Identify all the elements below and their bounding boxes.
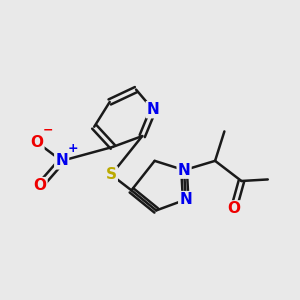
Text: S: S: [106, 167, 117, 182]
Text: O: O: [30, 135, 44, 150]
Text: −: −: [43, 123, 54, 136]
Text: N: N: [179, 192, 192, 207]
Text: O: O: [227, 201, 240, 216]
Text: O: O: [34, 178, 46, 193]
Text: N: N: [55, 153, 68, 168]
Text: N: N: [178, 163, 190, 178]
Text: +: +: [67, 142, 78, 154]
Text: N: N: [147, 102, 160, 117]
